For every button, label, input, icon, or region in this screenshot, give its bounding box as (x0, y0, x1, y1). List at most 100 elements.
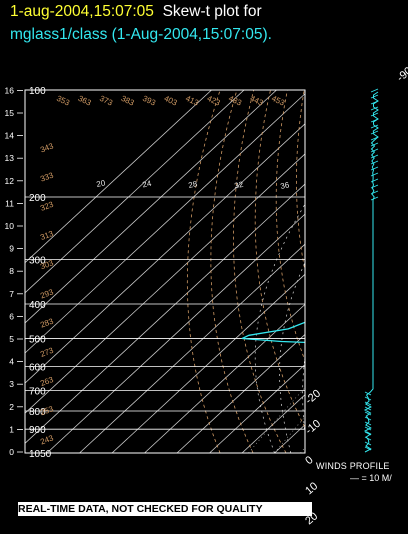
plot-title: Skew-t plot for (162, 3, 262, 20)
isotherm-line (274, 424, 305, 453)
wind-barb (364, 396, 372, 401)
wind-barb (364, 391, 372, 396)
height-tick-label: 9 (9, 244, 14, 254)
wind-barb (370, 136, 379, 141)
top-theta-label: 433 (227, 94, 243, 108)
dry-adiabat-line (353, 90, 408, 453)
moist-adiabat-line (254, 203, 305, 453)
height-tick-label: 14 (5, 131, 15, 141)
pressure-tick-label: 200 (29, 193, 46, 204)
wind-barb (370, 118, 379, 123)
quality-notice: REAL-TIME DATA, NOT CHECKED FOR QUALITY (18, 502, 312, 516)
height-tick-label: 4 (9, 357, 14, 367)
dry-adiabat-line (210, 90, 254, 453)
isotherm-line (209, 364, 305, 453)
isotherm-line (307, 90, 408, 453)
theta-label: 243 (39, 433, 55, 446)
wind-barb (370, 142, 379, 147)
isotherm-line (25, 90, 277, 324)
pressure-tick-label: 400 (29, 300, 46, 311)
isotherm-line (111, 273, 305, 453)
dry-adiabat-line (233, 90, 287, 453)
pressure-tick-label: 1050 (29, 449, 52, 460)
wind-barb (364, 446, 372, 451)
isotherm-line (176, 333, 305, 453)
height-tick-label: 7 (9, 289, 14, 299)
theta-label: 283 (39, 316, 55, 329)
wind-staff (363, 91, 379, 453)
height-tick-label: 5 (9, 334, 14, 344)
top-theta-label: 363 (77, 94, 93, 108)
wind-barb (364, 431, 372, 436)
pressure-tick-label: 600 (29, 363, 46, 374)
height-tick-label: 12 (5, 176, 15, 186)
plot-subtitle: mglass1/class (1-Aug-2004,15:07:05). (10, 26, 272, 43)
wind-barb (364, 421, 372, 426)
pressure-tick-label: 300 (29, 256, 46, 267)
station-time: 1-aug-2004,15:07:05 (10, 3, 154, 20)
theta-label: 323 (39, 200, 55, 213)
isotherm-line (25, 183, 305, 444)
isotherm-line (25, 93, 305, 354)
height-tick-label: 6 (9, 311, 14, 321)
wind-barb (370, 154, 379, 159)
wind-barb (364, 441, 372, 446)
mixing-ratio-line (379, 367, 408, 453)
mixing-ratio-label: 28 (188, 179, 199, 190)
pressure-tick-label: 100 (29, 86, 46, 97)
mixing-ratio-line (248, 387, 305, 453)
height-tick-label: 15 (5, 108, 15, 118)
wind-barb (370, 112, 379, 117)
dry-adiabat-line (371, 90, 408, 453)
wind-barb (364, 401, 372, 406)
moist-adiabat-line (340, 181, 408, 453)
title-line-1: 1-aug-2004,15:07:05 Skew-t plot for (10, 3, 262, 21)
dry-adiabat-line (316, 90, 408, 453)
isotherm-line (25, 123, 305, 384)
wind-barb (370, 178, 379, 183)
wind-barb (370, 184, 379, 189)
temperature-right-label: 10 (303, 480, 320, 497)
height-tick-label: 16 (5, 85, 15, 95)
height-tick-label: 0 (9, 447, 14, 457)
wind-barb (370, 88, 379, 93)
top-theta-label: 403 (163, 94, 179, 108)
mixing-ratio-line (353, 367, 408, 453)
top-theta-label: 383 (120, 94, 136, 108)
mixing-ratio-label: 24 (142, 179, 153, 190)
theta-label: 253 (39, 404, 55, 417)
temperature-right-label: -20 (303, 388, 323, 407)
plot-frame (24, 89, 306, 454)
height-tick-label: 8 (9, 266, 14, 276)
isotherm-line (405, 90, 408, 453)
wind-profile-title: WINDS PROFILE (316, 461, 390, 471)
height-tick-label: 2 (9, 402, 14, 412)
theta-label: 273 (39, 346, 55, 359)
wind-barb (370, 172, 379, 177)
wind-barb (370, 130, 379, 135)
theta-label: 303 (39, 258, 55, 271)
isotherm-line (241, 394, 305, 453)
dry-adiabat-line (254, 90, 305, 429)
height-tick-label: 10 (5, 221, 15, 231)
dry-adiabat-line (388, 90, 408, 453)
top-theta-label: 413 (184, 94, 200, 108)
wind-barb (364, 406, 372, 411)
temperature-right-label: -10 (303, 418, 323, 437)
top-theta-label: 393 (141, 94, 157, 108)
moist-adiabat-line (388, 181, 408, 453)
wind-barb (370, 100, 379, 105)
wind-barb (364, 436, 372, 441)
dewpoint-series (241, 319, 305, 344)
wind-barb (364, 411, 372, 416)
wind-barb (370, 196, 379, 201)
mixing-ratio-label: 20 (96, 178, 107, 189)
top-theta-label: 423 (206, 94, 222, 108)
wind-barb (364, 416, 372, 421)
isotherm-line (25, 90, 212, 264)
wind-barb (370, 190, 379, 195)
height-tick-label: 11 (5, 198, 14, 208)
series-layer (241, 319, 305, 344)
wind-barb (364, 426, 372, 431)
